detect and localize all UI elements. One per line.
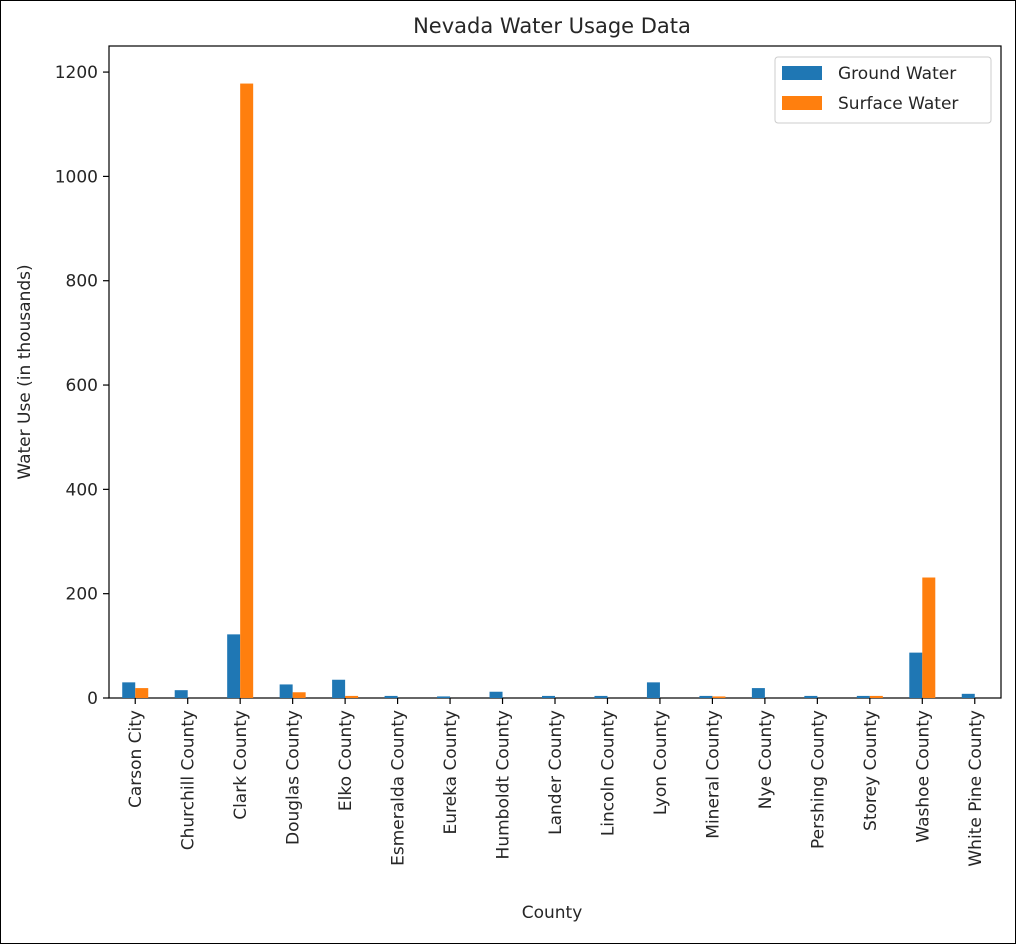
bar-surface-water [712, 696, 726, 698]
bar-ground-water [909, 652, 923, 698]
y-tick-label: 400 [66, 480, 98, 500]
x-tick-label: Washoe County [913, 710, 933, 843]
bar-ground-water [227, 634, 241, 698]
bar-ground-water [594, 695, 608, 698]
x-tick-label: Lincoln County [598, 710, 618, 836]
bar-ground-water [751, 688, 765, 698]
x-tick-label: Storey County [861, 710, 881, 831]
x-tick-label: Esmeralda County [389, 710, 409, 866]
bars [122, 83, 975, 699]
legend-box [774, 56, 992, 124]
y-tick-label: 600 [66, 376, 98, 396]
legend-swatch [782, 96, 822, 110]
x-tick-label: Lyon County [651, 710, 671, 815]
x-tick-label: Churchill County [179, 710, 199, 850]
bar-surface-water [869, 695, 883, 698]
x-tick-label: Carson City [126, 710, 146, 808]
bar-surface-water [135, 688, 149, 698]
bar-ground-water [174, 690, 188, 698]
bar-ground-water [489, 691, 503, 698]
bar-surface-water [922, 577, 936, 698]
bar-ground-water [279, 684, 293, 698]
y-axis-label: Water Use (in thousands) [15, 264, 35, 479]
bar-ground-water [332, 679, 346, 698]
x-tick-label: Elko County [336, 710, 356, 811]
x-axis-label: County [522, 903, 583, 923]
bar-ground-water [699, 695, 713, 698]
y-tick-label: 200 [66, 585, 98, 605]
bar-ground-water [122, 682, 136, 698]
x-tick-label: Pershing County [808, 710, 828, 849]
chart-title: Nevada Water Usage Data [413, 14, 691, 38]
x-axis: Carson City Churchill County Clark County D… [126, 698, 986, 867]
bar-surface-water [292, 692, 306, 698]
legend-label: Surface Water [838, 94, 958, 114]
x-tick-label: Nye County [756, 710, 776, 809]
bar-ground-water [961, 693, 975, 698]
bar-ground-water [856, 695, 870, 698]
bar-surface-water [240, 83, 254, 699]
x-tick-label: Lander County [546, 710, 566, 835]
bar-ground-water [542, 695, 555, 698]
bar-ground-water [437, 696, 451, 698]
x-tick-label: White Pine County [966, 710, 986, 867]
y-tick-label: 800 [66, 272, 98, 292]
x-tick-label: Douglas County [284, 710, 304, 845]
x-tick-label: Eureka County [441, 710, 461, 835]
legend-swatch [782, 66, 822, 80]
y-tick-label: 1000 [55, 167, 98, 187]
y-tick-label: 0 [87, 689, 98, 709]
bar-ground-water [804, 695, 818, 698]
bar-surface-water [345, 695, 359, 698]
x-tick-label: Clark County [231, 710, 251, 820]
legend-label: Ground Water [838, 64, 956, 84]
x-tick-label: Mineral County [703, 710, 723, 839]
y-tick-label: 1200 [55, 63, 98, 83]
legend: Ground Water Surface Water [774, 56, 992, 124]
x-tick-label: Humboldt County [494, 710, 514, 859]
bar-ground-water [384, 695, 398, 698]
bar-ground-water [646, 682, 660, 698]
y-axis: 0 200 400 600 800 1000 1200 [55, 63, 109, 709]
